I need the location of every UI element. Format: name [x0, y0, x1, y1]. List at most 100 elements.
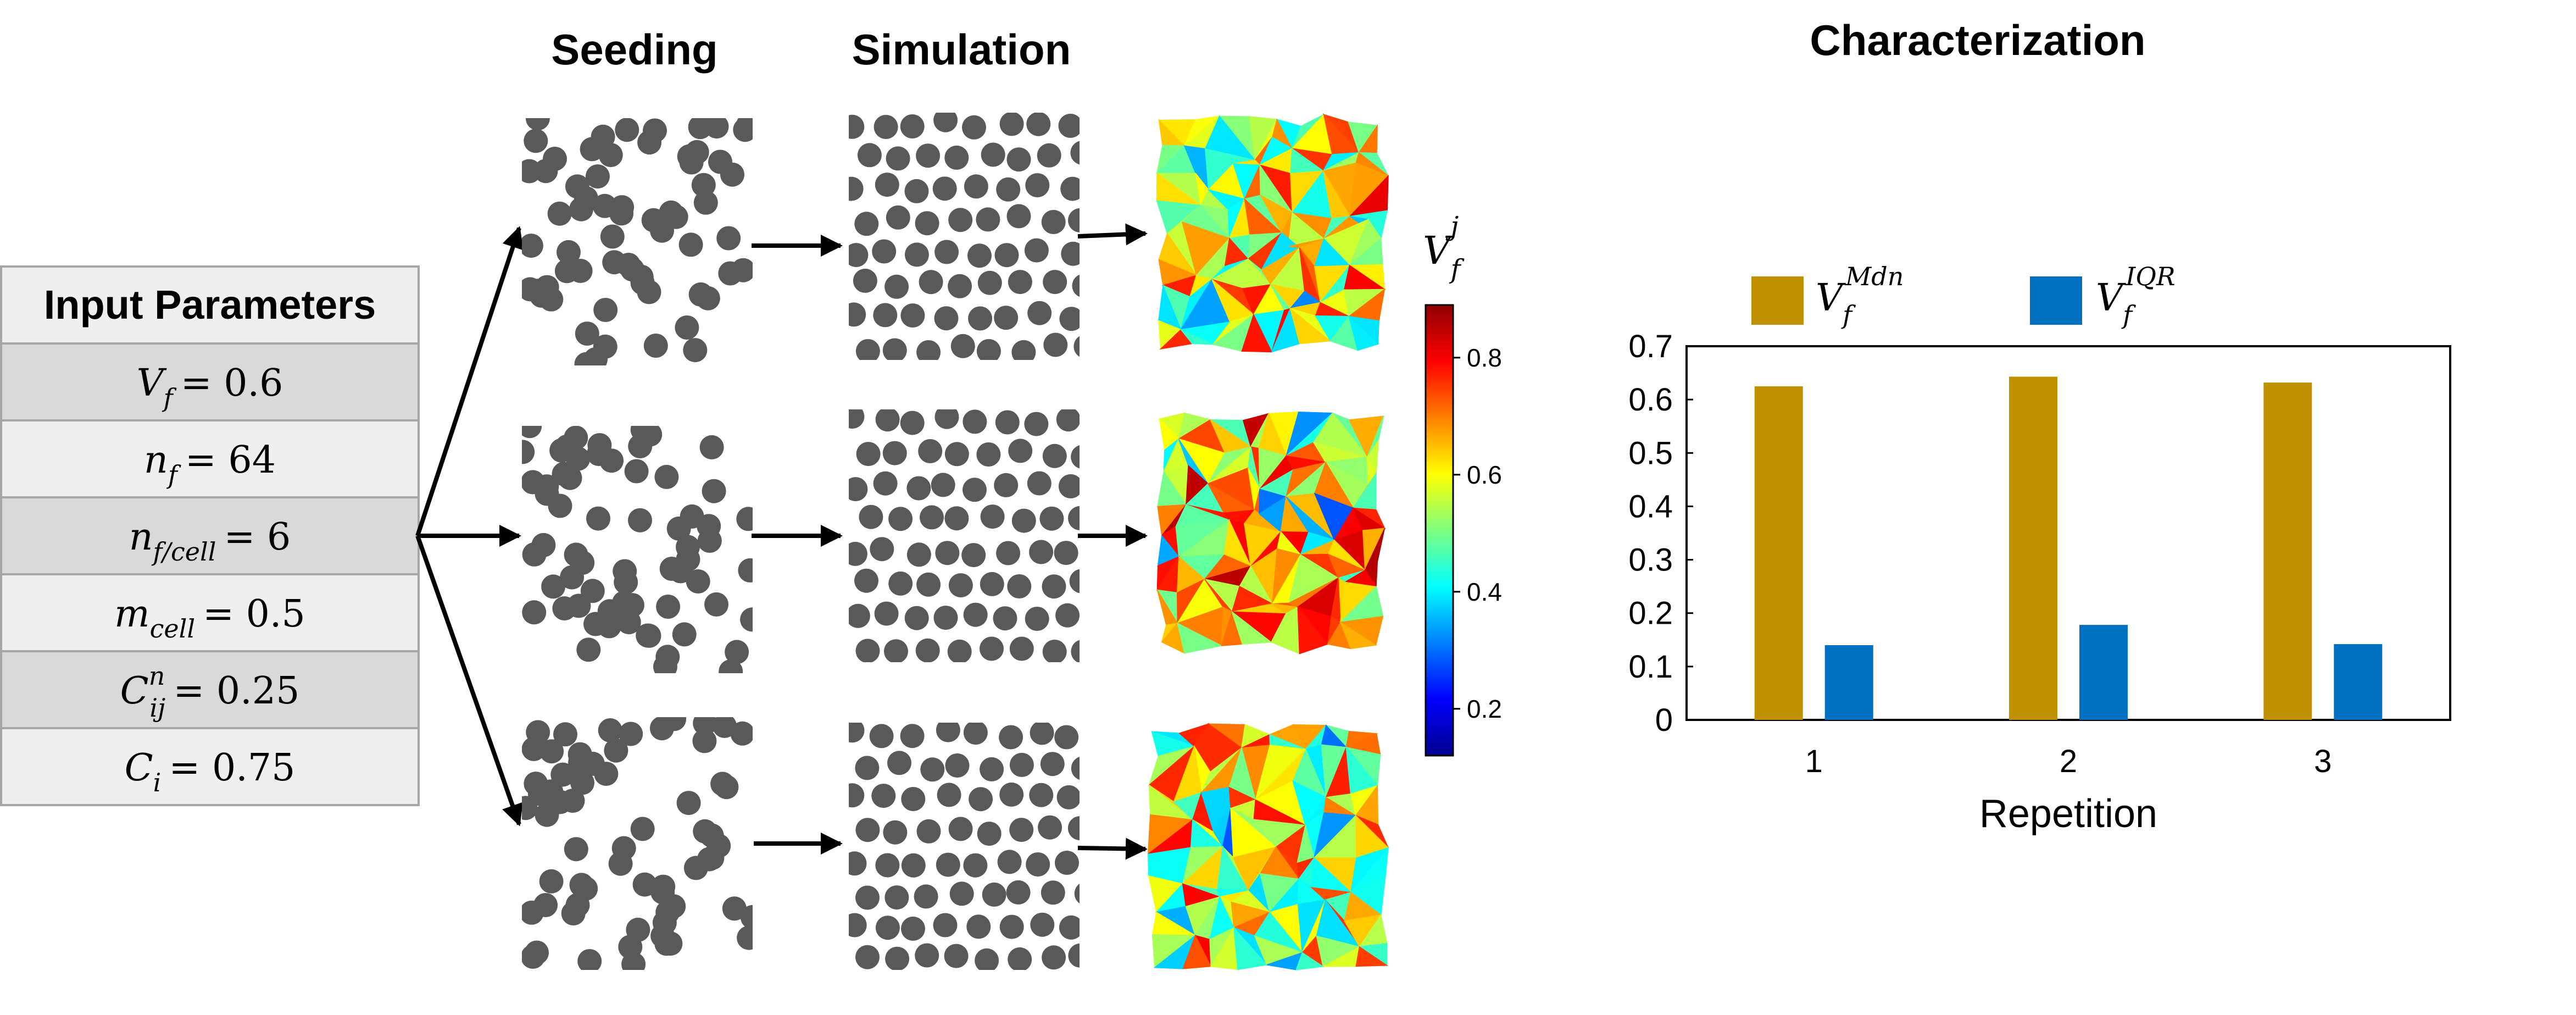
- fiber: [569, 873, 594, 897]
- x-tick-label: 1: [1805, 744, 1823, 779]
- param-row: [0, 650, 420, 729]
- fiber: [619, 722, 643, 746]
- fiber: [849, 114, 865, 139]
- colorbar-tick-label: 0.8: [1467, 343, 1502, 372]
- fiber: [569, 197, 593, 221]
- fiber: [594, 762, 619, 786]
- colorbar-label: Vfj: [1423, 211, 1465, 285]
- fiber: [887, 751, 911, 775]
- fiber: [1024, 412, 1049, 436]
- fiber: [1054, 725, 1079, 750]
- fiber: [901, 916, 925, 941]
- fiber: [981, 142, 1005, 167]
- fiber: [1038, 815, 1062, 840]
- fiber: [948, 817, 973, 841]
- fiber: [916, 143, 941, 168]
- fiber: [679, 150, 704, 175]
- fiber: [533, 893, 558, 917]
- fiber: [553, 722, 577, 747]
- y-tick-label: 0.3: [1628, 542, 1673, 578]
- fiber: [977, 822, 1002, 846]
- fiber: [1030, 723, 1054, 745]
- fiber: [919, 270, 943, 295]
- fiber: [1055, 603, 1080, 628]
- x-axis-label: Repetition: [1979, 792, 2157, 836]
- fiber-panel: [522, 118, 753, 365]
- fiber: [855, 639, 880, 662]
- fiber: [1006, 147, 1031, 172]
- fiber: [693, 190, 718, 215]
- fiber: [888, 571, 913, 596]
- fiber: [934, 409, 959, 429]
- bars: [1754, 376, 2383, 720]
- fiber: [857, 143, 882, 168]
- fiber: [934, 306, 959, 331]
- fiber: [937, 783, 961, 807]
- bar-mdn-rep-1: [1754, 386, 1803, 720]
- y-tick-label: 0.7: [1628, 329, 1673, 364]
- fiber: [675, 315, 699, 340]
- fiber: [575, 321, 599, 346]
- fiber: [714, 775, 739, 800]
- fiber: [882, 338, 907, 360]
- fiber: [886, 205, 910, 230]
- fiber: [873, 303, 898, 328]
- fiber: [630, 817, 655, 841]
- map-element: [1177, 622, 1223, 654]
- fiber: [725, 640, 749, 664]
- fiber: [936, 852, 960, 877]
- y-tick-label: 0.6: [1628, 382, 1673, 418]
- seeding-panels: [522, 118, 753, 970]
- map-element: [1355, 946, 1389, 967]
- y-tick-label: 0.5: [1628, 435, 1673, 471]
- fiber: [1054, 541, 1078, 565]
- fiber: [947, 639, 972, 662]
- fiber: [918, 439, 943, 463]
- fiber: [855, 756, 880, 780]
- fiber: [576, 637, 601, 662]
- fiber: [915, 943, 939, 968]
- fiber: [720, 162, 744, 187]
- map-element: [1289, 307, 1332, 345]
- fiber: [875, 916, 900, 940]
- fiber: [598, 143, 623, 168]
- fiber: [961, 543, 986, 568]
- fiber: [630, 426, 655, 442]
- fiber: [1029, 783, 1054, 807]
- fiber: [934, 240, 959, 264]
- bar-iqr-rep-2: [2079, 625, 2128, 720]
- local-volume-fraction-maps: [1147, 113, 1390, 970]
- fiber: [1039, 506, 1064, 531]
- fiber: [585, 164, 610, 189]
- map-element: [1182, 934, 1212, 969]
- fiber: [962, 115, 986, 140]
- fiber: [849, 176, 864, 201]
- fiber: [550, 762, 575, 787]
- fiber: [1042, 443, 1067, 468]
- param-expression: Ci = 0.75: [125, 746, 296, 797]
- fiber: [900, 114, 925, 138]
- fiber: [535, 481, 559, 506]
- fiber: [522, 159, 542, 184]
- fiber: [997, 850, 1022, 874]
- characterization-header: Characterization: [1810, 16, 2145, 64]
- fiber: [975, 948, 999, 970]
- fiber: [982, 882, 1006, 907]
- fiber: [915, 638, 940, 662]
- fiber: [849, 302, 866, 327]
- fiber: [649, 717, 674, 741]
- fiber: [900, 724, 925, 748]
- fiber: [659, 200, 683, 225]
- y-tick-label: 0.1: [1628, 649, 1673, 685]
- arrow-sim-to-map-1: [1077, 223, 1148, 246]
- fiber: [999, 782, 1024, 807]
- fiber: [564, 837, 588, 862]
- fiber: [906, 476, 931, 501]
- fiber: [873, 471, 898, 496]
- fiber: [1056, 409, 1080, 432]
- simulation-panels: [849, 113, 1080, 970]
- fiber: [651, 874, 676, 899]
- fiber: [904, 242, 929, 267]
- fiber: [643, 334, 668, 358]
